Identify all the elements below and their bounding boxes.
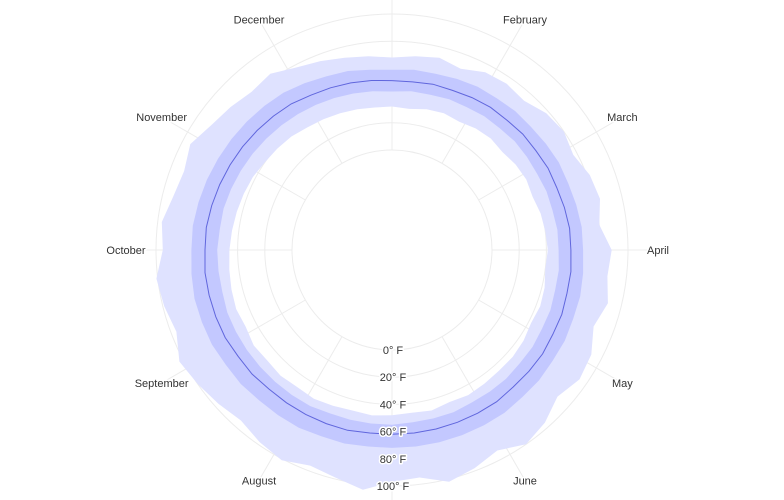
radial-tick-label: 0° F bbox=[383, 345, 404, 357]
grid-circle bbox=[291, 149, 493, 351]
month-label: November bbox=[136, 112, 187, 124]
month-label: March bbox=[607, 112, 638, 124]
month-label: May bbox=[612, 378, 633, 390]
month-label: September bbox=[135, 378, 189, 390]
mean-temperature-line bbox=[204, 79, 572, 435]
radial-tick-label: 20° F bbox=[380, 372, 407, 384]
month-label: December bbox=[234, 15, 285, 27]
month-labels: FebruaryMarchAprilMayJuneJulyAugustSepte… bbox=[105, 13, 671, 489]
radial-tick-label: 60° F bbox=[380, 427, 407, 439]
grid-circle bbox=[264, 122, 520, 378]
month-label: June bbox=[513, 475, 537, 487]
radial-tick-labels: 0° F 20° F 40° F 60° F 80° F 100° F bbox=[375, 344, 411, 495]
radial-tick-label: 80° F bbox=[380, 454, 407, 466]
average-range-band bbox=[191, 69, 584, 448]
month-label: October bbox=[106, 245, 145, 257]
radial-tick-label: 40° F bbox=[380, 399, 407, 411]
month-label: August bbox=[242, 475, 276, 487]
radial-tick-label: 100° F bbox=[377, 481, 410, 493]
month-label: February bbox=[503, 15, 548, 27]
month-label: April bbox=[647, 245, 669, 257]
